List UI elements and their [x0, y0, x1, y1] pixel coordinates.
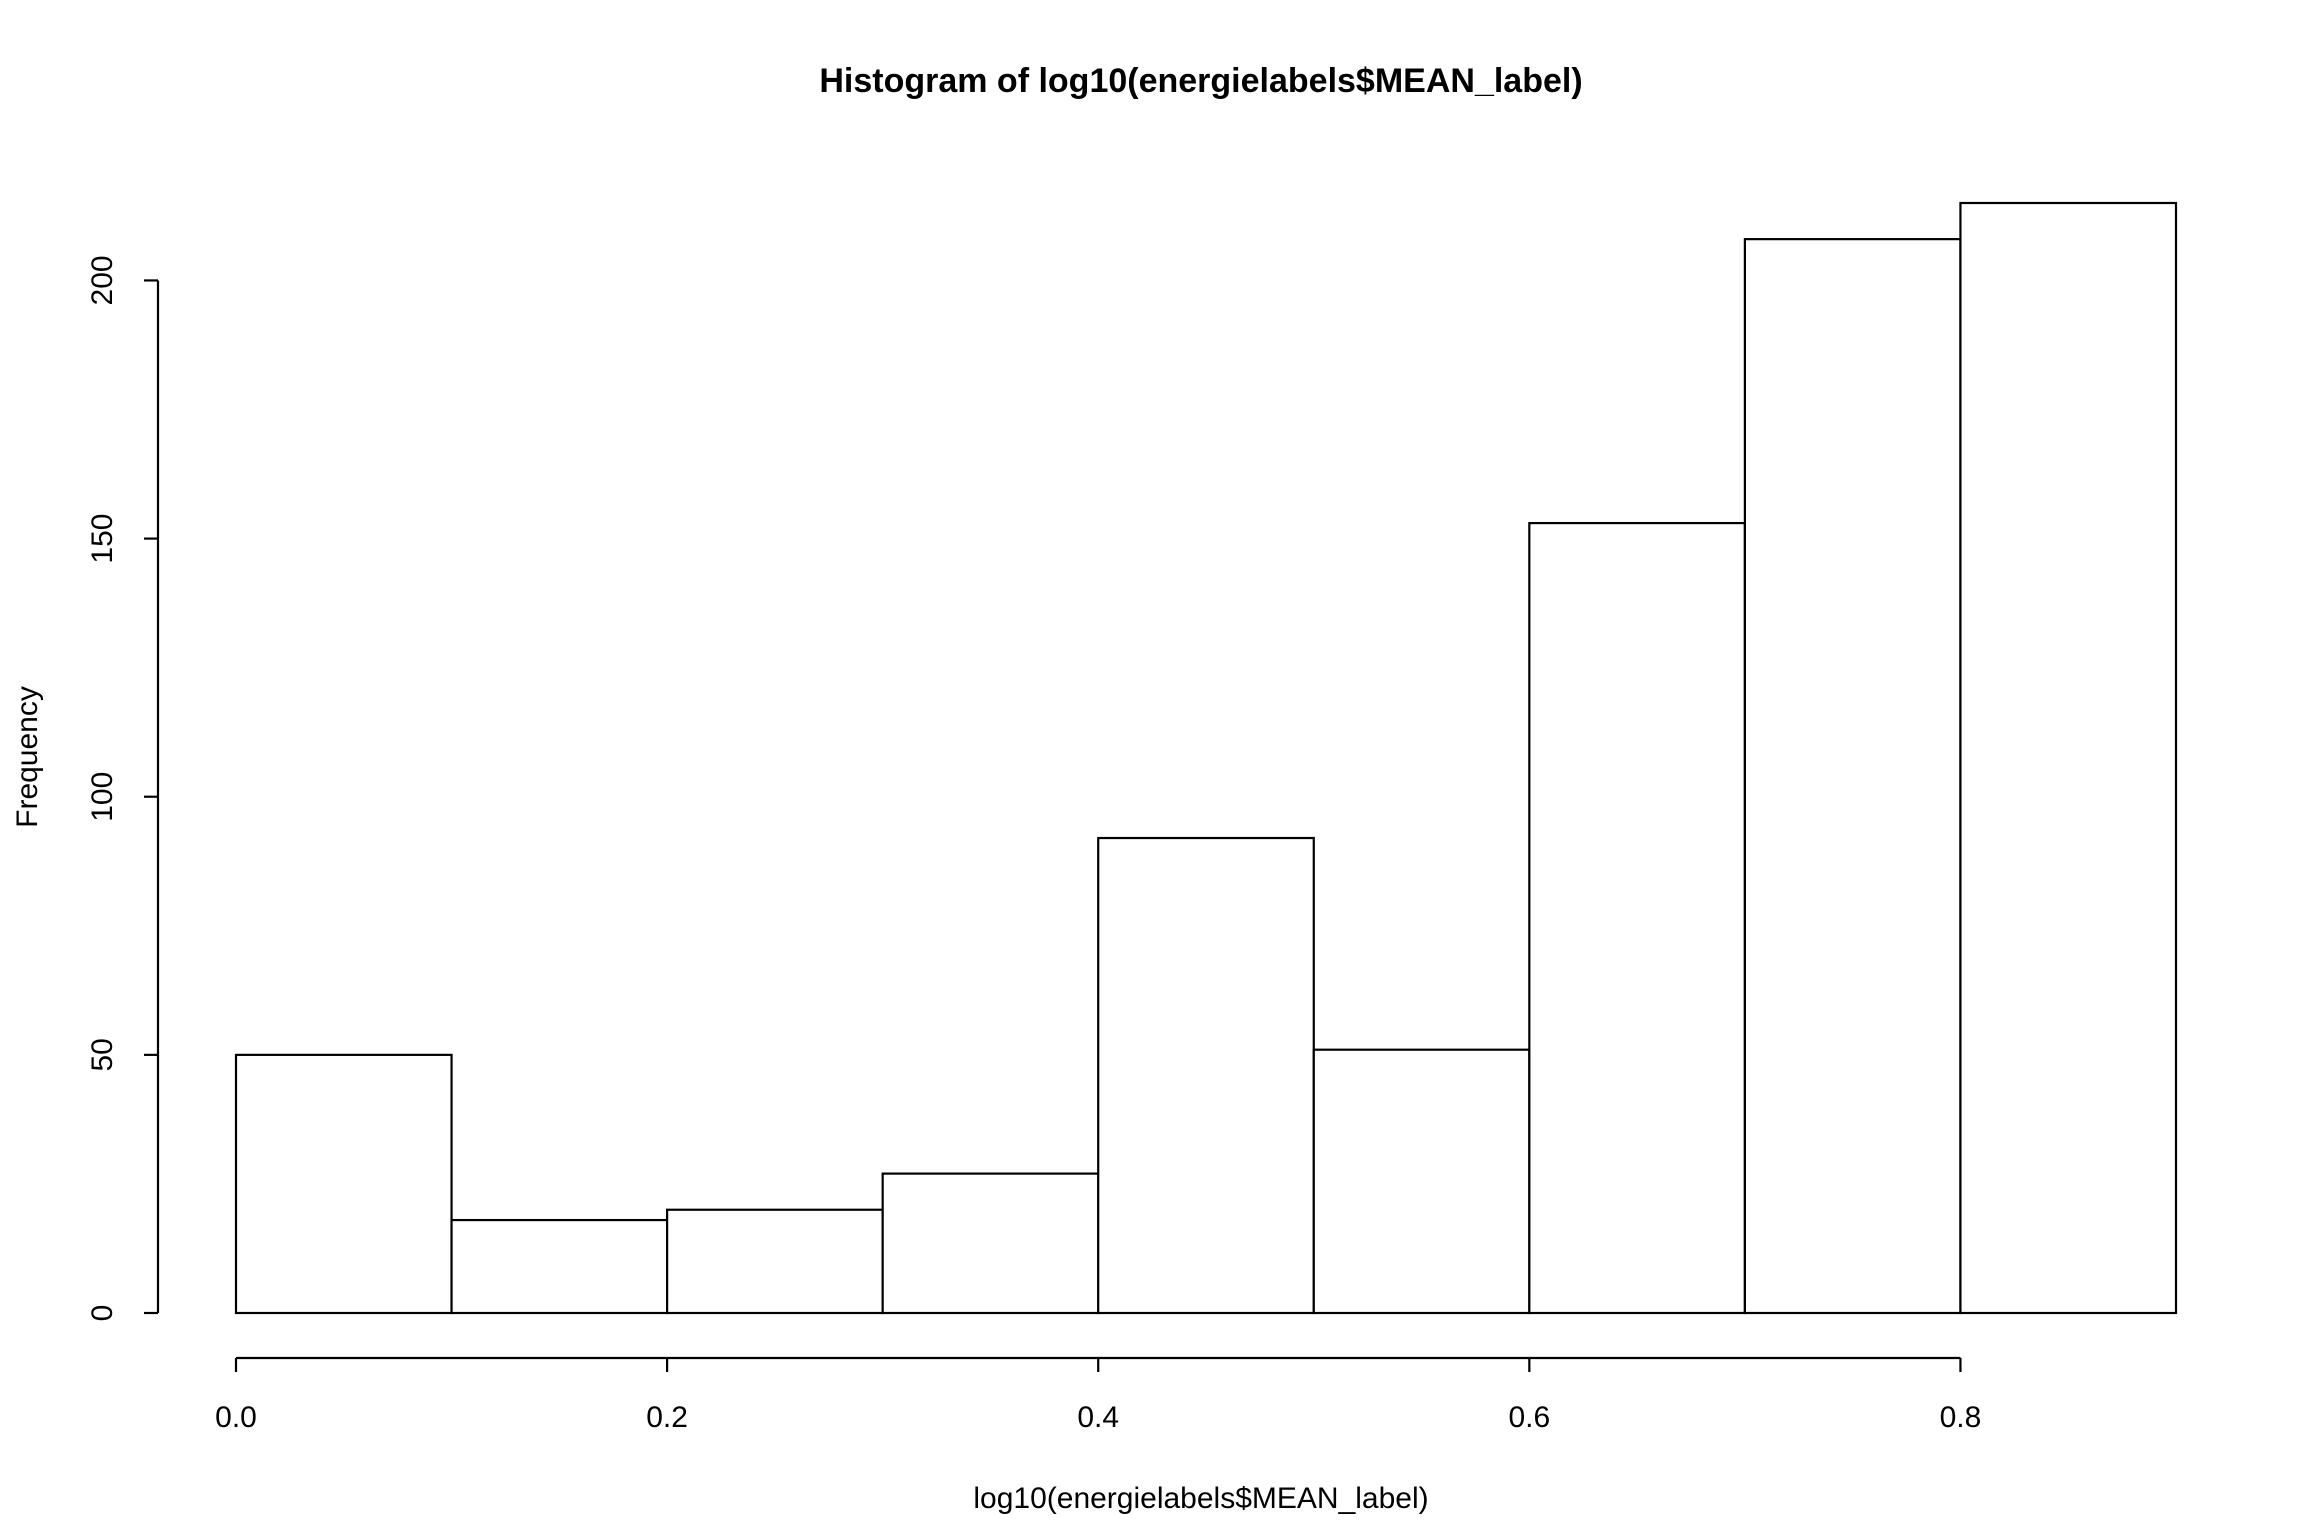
histogram-bar-8: [1743, 238, 1962, 1315]
histogram-bar-4: [881, 1172, 1100, 1315]
histogram-bar-1: [234, 1053, 453, 1315]
histogram-bar-5: [1097, 836, 1315, 1315]
x-tick-label: 0.8: [1940, 1401, 1982, 1434]
y-axis-label: Frequency: [11, 686, 44, 828]
y-tick-label: 50: [86, 1038, 119, 1071]
histogram-bar-6: [1312, 1048, 1531, 1315]
histogram-bar-9: [1959, 201, 2178, 1315]
bars: [234, 201, 2178, 1315]
x-axis-label: log10(energielabels$MEAN_label): [973, 1482, 1428, 1515]
x-tick-label: 0.6: [1508, 1401, 1550, 1434]
y-tick-label: 200: [86, 255, 119, 305]
y-axis: 0 50 100 150 200: [86, 255, 160, 1322]
y-tick-label: 150: [86, 514, 119, 564]
histogram-bar-3: [666, 1208, 884, 1315]
histogram-bar-2: [450, 1218, 669, 1315]
histogram-bar-7: [1528, 521, 1746, 1315]
x-tick-label: 0.0: [215, 1401, 257, 1434]
chart-title: Histogram of log10(energielabels$MEAN_la…: [819, 62, 1582, 100]
y-tick-label: 100: [86, 772, 119, 822]
x-tick-label: 0.2: [646, 1401, 688, 1434]
x-tick-label: 0.4: [1077, 1401, 1119, 1434]
y-tick-label: 0: [86, 1305, 119, 1322]
x-axis: 0.0 0.2 0.4 0.6 0.8: [215, 1356, 1982, 1434]
